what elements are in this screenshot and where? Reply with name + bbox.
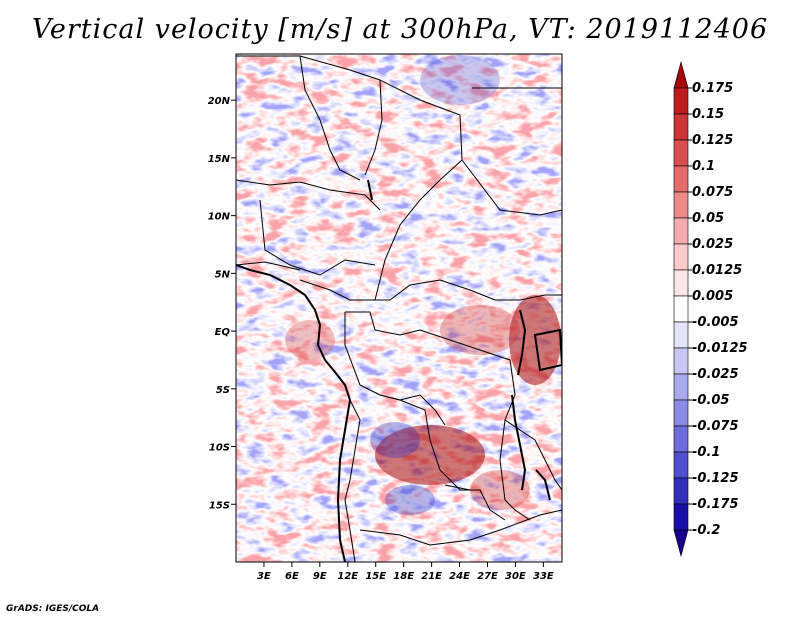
colorbar-label: 0.0125 xyxy=(692,263,742,278)
lon-label: 9E xyxy=(313,571,327,582)
colorbar-bin xyxy=(673,139,689,167)
colorbar-bin xyxy=(673,503,689,531)
colorbar-label: -0.175 xyxy=(692,497,739,512)
longitude-axis: 3E 6E 9E 12E 15E 18E 21E 24E 27E 30E 33E xyxy=(257,562,554,582)
country-borders xyxy=(236,55,562,562)
colorbar-label: 0.1 xyxy=(692,159,715,174)
colorbar-bin xyxy=(673,165,689,193)
colorbar-bin xyxy=(673,269,689,297)
lat-label: 5S xyxy=(216,385,230,396)
colorbar-label: -0.1 xyxy=(692,445,720,460)
colorbar-label: 0.05 xyxy=(692,211,724,226)
lon-label: 15E xyxy=(365,571,386,582)
lon-label: 12E xyxy=(337,571,358,582)
lon-label: 27E xyxy=(477,571,498,582)
lon-label: 21E xyxy=(421,571,442,582)
colorbar-label: -0.125 xyxy=(692,471,739,486)
colorbar-bin xyxy=(673,113,689,141)
colorbar-bin xyxy=(673,373,689,401)
colorbar-bin xyxy=(673,243,689,271)
colorbar-bin xyxy=(673,87,689,115)
lat-label: 5N xyxy=(215,269,231,280)
colorbar-label: -0.2 xyxy=(692,523,720,538)
lat-label: 15S xyxy=(209,500,230,511)
lat-label: 10N xyxy=(208,212,231,223)
lon-label: 6E xyxy=(285,571,299,582)
colorbar-label: 0.125 xyxy=(692,133,733,148)
colorbar-bin xyxy=(673,425,689,453)
lon-label: 24E xyxy=(449,571,470,582)
colorbar-bin xyxy=(673,451,689,479)
colorbar-bin xyxy=(673,217,689,245)
colorbar-label: -0.0125 xyxy=(692,341,748,356)
map-title: Vertical velocity [m/s] at 300hPa, VT: 2… xyxy=(31,14,769,45)
colorbar-bin xyxy=(673,477,689,505)
colorbar-label: -0.025 xyxy=(692,367,739,382)
lon-label: 18E xyxy=(393,571,414,582)
lat-label: 15N xyxy=(208,154,231,165)
lat-label: EQ xyxy=(215,327,231,338)
colorbar-label: 0.025 xyxy=(692,237,733,252)
lat-label: 20N xyxy=(208,96,231,107)
lon-label: 30E xyxy=(505,571,526,582)
colorbar-bin xyxy=(673,347,689,375)
colorbar-bin xyxy=(673,191,689,219)
coastline-and-lakes xyxy=(236,179,562,562)
colorbar-label: -0.05 xyxy=(692,393,729,408)
colorbar-bin xyxy=(673,295,689,323)
colorbar-bin xyxy=(673,529,689,558)
colorbar: 0.175 0.15 0.125 0.1 0.075 0.05 0.025 0.0125 0.0… xyxy=(673,60,748,558)
latitude-axis: 20N 15N 10N 5N EQ 5S 10S 15S xyxy=(208,96,236,511)
colorbar-bin xyxy=(673,399,689,427)
lon-label: 33E xyxy=(533,571,554,582)
grads-credit: GrADS: IGES/COLA xyxy=(6,604,100,614)
colorbar-label: 0.075 xyxy=(692,185,733,200)
colorbar-label: -0.075 xyxy=(692,419,739,434)
colorbar-label: 0.15 xyxy=(692,107,724,122)
lat-label: 10S xyxy=(209,443,230,454)
velocity-field xyxy=(236,54,562,562)
colorbar-bin xyxy=(673,321,689,349)
plot-frame xyxy=(235,53,563,563)
colorbar-label: 0.005 xyxy=(692,289,733,304)
colorbar-label: -0.005 xyxy=(692,315,739,330)
lon-label: 3E xyxy=(257,571,271,582)
colorbar-label: 0.175 xyxy=(692,81,733,96)
colorbar-bin xyxy=(673,60,689,89)
